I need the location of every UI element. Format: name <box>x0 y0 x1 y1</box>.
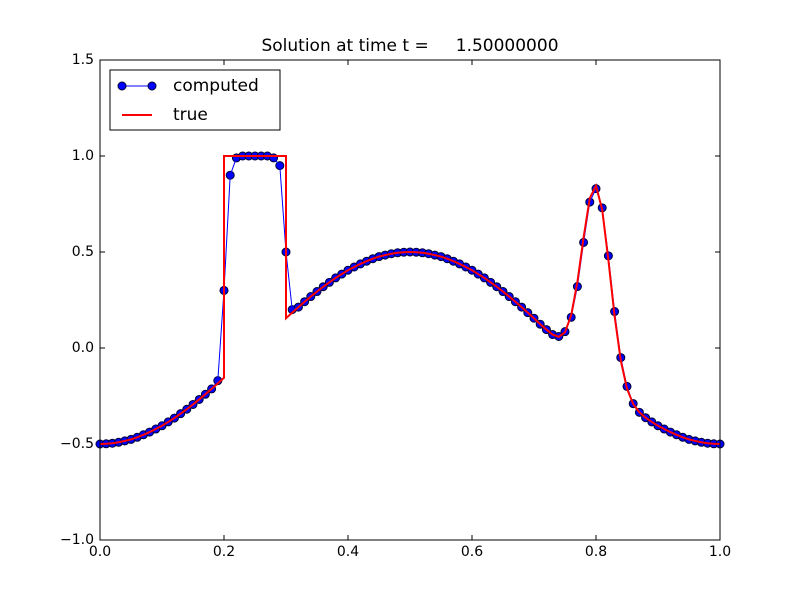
x-tick-label: 0.8 <box>585 544 607 560</box>
y-tick-label: 0.5 <box>72 244 94 260</box>
y-tick-label: 0.0 <box>72 340 94 356</box>
x-tick-label: 0.2 <box>213 544 235 560</box>
y-tick-label: 1.5 <box>72 52 94 68</box>
x-tick-label: 0.4 <box>337 544 359 560</box>
x-tick-label: 0.6 <box>461 544 483 560</box>
chart-title: Solution at time t = 1.50000000 <box>261 36 558 56</box>
x-tick-label: 1.0 <box>709 544 731 560</box>
legend-box <box>109 69 281 131</box>
series <box>99 155 721 445</box>
x-tick-label: 0.0 <box>89 544 111 560</box>
legend-label: computed <box>173 76 259 96</box>
y-tick-label: −0.5 <box>60 436 94 452</box>
y-tick-label: −1.0 <box>60 532 94 548</box>
legend-marker <box>117 81 127 91</box>
legend-label: true <box>173 105 208 125</box>
y-tick-label: 1.0 <box>72 148 94 164</box>
legend-marker <box>147 81 157 91</box>
line <box>99 155 721 445</box>
plot-frame <box>99 59 721 541</box>
